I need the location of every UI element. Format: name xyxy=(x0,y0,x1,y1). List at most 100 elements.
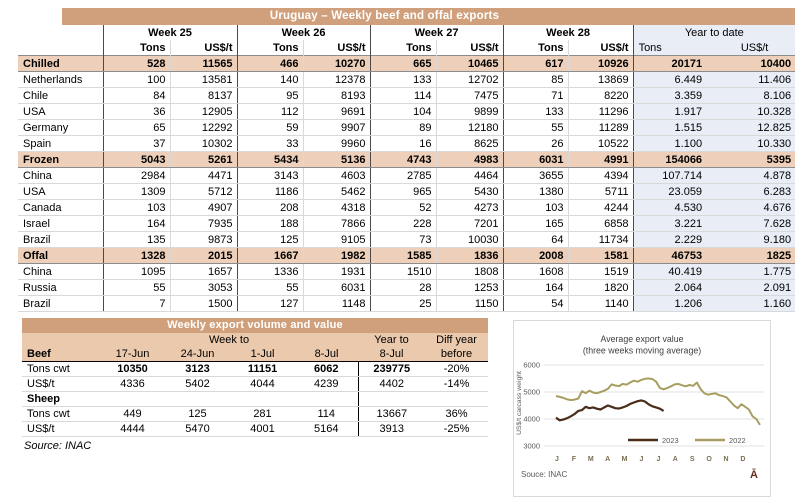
value-cell: 466 xyxy=(236,55,304,72)
value-cell: -14% xyxy=(425,376,489,392)
value-cell: 2.091 xyxy=(714,279,796,296)
value-cell: 9873 xyxy=(169,231,238,248)
col-header-tons-ytd: Tons xyxy=(632,40,715,56)
week-header: Week 27 xyxy=(369,25,504,40)
col-header-usdt: US$/t xyxy=(567,40,634,56)
value-cell: 1519 xyxy=(567,263,634,280)
value-cell: 40.419 xyxy=(632,263,715,280)
value-cell: 9105 xyxy=(302,231,371,248)
value-cell: -25% xyxy=(425,421,489,437)
month-label: M xyxy=(622,456,628,463)
row-label: USA xyxy=(18,183,103,200)
value-cell: 1982 xyxy=(302,247,371,264)
value-cell: 5462 xyxy=(302,183,371,200)
value-cell: 13667 xyxy=(357,406,426,422)
value-cell: 449 xyxy=(100,406,165,422)
value-cell: 1667 xyxy=(236,247,304,264)
section-row: Chilled 528 11565 466 10270 665 10465 617 10926 2… xyxy=(18,55,796,72)
value-cell: 104 xyxy=(369,103,437,120)
value-cell: 6031 xyxy=(302,279,371,296)
row-label: Brazil xyxy=(18,231,103,248)
value-cell: 4336 xyxy=(100,376,165,392)
section-row: Offal 1328 2015 1667 1982 1585 1836 2008 1581 467… xyxy=(18,247,796,264)
value-cell: 6031 xyxy=(502,151,569,168)
country-row: Germany 65 12292 59 9907 89 12180 55 11289 1.515 1… xyxy=(18,119,796,136)
value-cell: 6.449 xyxy=(632,71,715,88)
value-cell: 12180 xyxy=(435,119,504,136)
value-cell: 2984 xyxy=(102,167,170,184)
units-header-row: Tons US$/t Tons US$/t Tons US$/t Tons US$/t Tons… xyxy=(18,40,796,56)
source-note: Source: INAC xyxy=(24,440,92,452)
week-header-row: Week 25 Week 26 Week 27 Week 28 Year to date xyxy=(18,25,796,40)
value-cell: 73 xyxy=(369,231,437,248)
value-cell: 9691 xyxy=(302,103,371,120)
value-cell: 1931 xyxy=(302,263,371,280)
month-label: J xyxy=(555,456,559,463)
value-cell: 55 xyxy=(236,279,304,296)
value-cell: 10926 xyxy=(567,55,634,72)
empty-cell xyxy=(100,391,165,407)
series-line-2022 xyxy=(555,377,761,426)
value-cell: 4001 xyxy=(230,421,295,437)
empty-cell xyxy=(357,391,426,407)
country-row: USA 36 12905 112 9691 104 9899 133 11296 1.917 10.… xyxy=(18,103,796,120)
week-date-header: 24-Jun xyxy=(165,347,230,362)
week-date-header: 8-Jul xyxy=(295,347,359,362)
value-cell: 1.515 xyxy=(632,119,715,136)
value-cell: 11296 xyxy=(567,103,634,120)
value-cell: 140 xyxy=(236,71,304,88)
value-cell: 52 xyxy=(369,199,437,216)
value-cell: 3143 xyxy=(236,167,304,184)
year-to-date-header: Year to date xyxy=(632,25,796,40)
value-cell: 125 xyxy=(236,231,304,248)
value-cell: 2.229 xyxy=(632,231,715,248)
value-cell: 4239 xyxy=(295,376,359,392)
weekly-volume-value-table: Weekly export volume and value Week to Ye… xyxy=(22,318,489,452)
value-cell: 1581 xyxy=(567,247,634,264)
y-tick-label: 3000 xyxy=(523,442,540,451)
value-cell: 64 xyxy=(502,231,569,248)
month-label: D xyxy=(740,456,745,463)
value-cell: 112 xyxy=(236,103,304,120)
value-cell: 1148 xyxy=(302,295,371,312)
value-cell: 11.406 xyxy=(714,71,796,88)
value-cell: 281 xyxy=(230,406,295,422)
value-cell: 10350 xyxy=(100,361,165,377)
value-cell: 135 xyxy=(102,231,170,248)
value-cell: 4244 xyxy=(567,199,634,216)
country-row: Brazil 7 1500 127 1148 25 1150 54 1140 1.206 1.160 xyxy=(18,295,796,312)
top-table-title: Uruguay – Weekly beef and offal exports xyxy=(62,8,795,25)
value-cell: 10030 xyxy=(435,231,504,248)
value-cell: 10522 xyxy=(567,135,634,152)
value-cell: 188 xyxy=(236,215,304,232)
value-cell: 20171 xyxy=(632,55,715,72)
value-cell: 114 xyxy=(369,87,437,104)
row-label: Israel xyxy=(18,215,103,232)
row-label: Brazil xyxy=(18,295,103,312)
value-cell: 1510 xyxy=(369,263,437,280)
value-cell: 12292 xyxy=(169,119,238,136)
value-cell: 12.825 xyxy=(714,119,796,136)
value-cell: 4.530 xyxy=(632,199,715,216)
value-cell: 1.775 xyxy=(714,263,796,280)
value-cell: 164 xyxy=(102,215,170,232)
month-label: N xyxy=(723,456,728,463)
value-cell: 4394 xyxy=(567,167,634,184)
value-cell: 13869 xyxy=(567,71,634,88)
month-label: A xyxy=(605,456,610,463)
country-row: China 1095 1657 1336 1931 1510 1808 1608 1519 40.… xyxy=(18,263,796,280)
value-cell: 7866 xyxy=(302,215,371,232)
measure-label: US$/t xyxy=(22,421,100,437)
week-header: Week 26 xyxy=(236,25,371,40)
corner-cell xyxy=(22,333,100,347)
value-cell: 28 xyxy=(369,279,437,296)
value-cell: 4464 xyxy=(435,167,504,184)
y-axis-label: US$/t carcass weight xyxy=(516,371,523,435)
value-cell: 4.676 xyxy=(714,199,796,216)
chart-title: Average export value xyxy=(601,334,684,344)
measure-row: US$/t 4444 5470 4001 5164 3913 -25% xyxy=(22,421,489,437)
legend-label-2023: 2023 xyxy=(662,436,679,445)
value-cell: 10270 xyxy=(302,55,371,72)
value-cell: 1.206 xyxy=(632,295,715,312)
